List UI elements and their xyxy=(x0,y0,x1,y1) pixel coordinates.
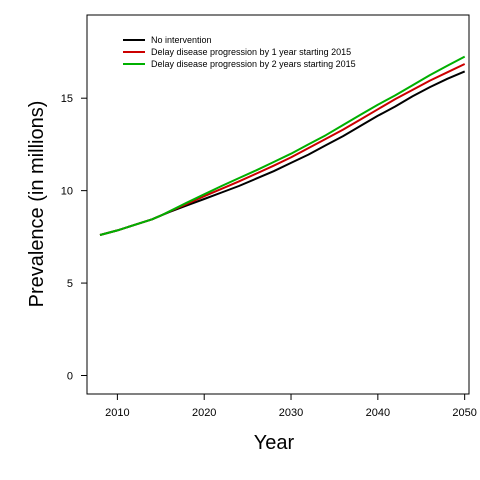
legend-label: Delay disease progression by 1 year star… xyxy=(151,47,351,57)
y-tick-label: 0 xyxy=(67,371,73,383)
plot-frame xyxy=(86,14,470,395)
x-tick-label: 2050 xyxy=(452,407,476,419)
series-line-3 xyxy=(99,55,466,236)
y-axis-title: Prevalence (in millions) xyxy=(26,101,48,308)
y-tick-label: 15 xyxy=(61,93,73,105)
x-tick-label: 2040 xyxy=(366,407,390,419)
y-tick-label: 5 xyxy=(67,278,73,290)
x-axis-title: Year xyxy=(254,432,295,454)
legend-label: No intervention xyxy=(151,35,212,45)
series-line-2 xyxy=(99,63,466,236)
x-tick-label: 2020 xyxy=(192,407,216,419)
series-line-1 xyxy=(99,70,466,236)
legend-label: Delay disease progression by 2 years sta… xyxy=(151,59,356,69)
series-lines xyxy=(99,55,466,236)
legend: No intervention Delay disease progression… xyxy=(123,35,356,69)
x-tick-label: 2030 xyxy=(279,407,303,419)
y-tick-label: 10 xyxy=(61,186,73,198)
axis-ticks: 2010 2020 2030 2040 2050 0 5 10 15 xyxy=(61,93,477,419)
x-tick-label: 2010 xyxy=(105,407,129,419)
